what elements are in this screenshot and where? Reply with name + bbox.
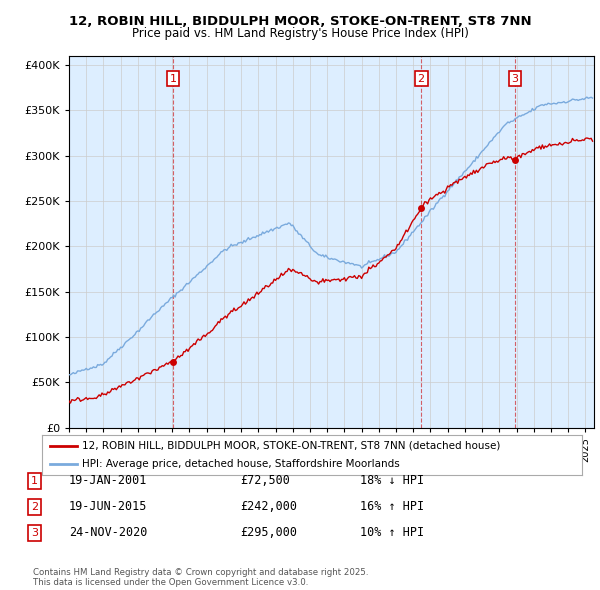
Text: 16% ↑ HPI: 16% ↑ HPI (360, 500, 424, 513)
Text: £72,500: £72,500 (240, 474, 290, 487)
Text: 1: 1 (31, 476, 38, 486)
Text: 2: 2 (418, 74, 425, 84)
Text: 3: 3 (31, 528, 38, 537)
Text: 3: 3 (511, 74, 518, 84)
Text: 12, ROBIN HILL, BIDDULPH MOOR, STOKE-ON-TRENT, ST8 7NN (detached house): 12, ROBIN HILL, BIDDULPH MOOR, STOKE-ON-… (83, 441, 501, 451)
Text: HPI: Average price, detached house, Staffordshire Moorlands: HPI: Average price, detached house, Staf… (83, 459, 400, 469)
Text: £242,000: £242,000 (240, 500, 297, 513)
Text: 19-JAN-2001: 19-JAN-2001 (69, 474, 148, 487)
Text: 24-NOV-2020: 24-NOV-2020 (69, 526, 148, 539)
Text: 18% ↓ HPI: 18% ↓ HPI (360, 474, 424, 487)
Text: This data is licensed under the Open Government Licence v3.0.: This data is licensed under the Open Gov… (33, 578, 308, 587)
Text: 19-JUN-2015: 19-JUN-2015 (69, 500, 148, 513)
Text: 12, ROBIN HILL, BIDDULPH MOOR, STOKE-ON-TRENT, ST8 7NN: 12, ROBIN HILL, BIDDULPH MOOR, STOKE-ON-… (68, 15, 532, 28)
Text: 10% ↑ HPI: 10% ↑ HPI (360, 526, 424, 539)
Text: 2: 2 (31, 502, 38, 512)
Text: Price paid vs. HM Land Registry's House Price Index (HPI): Price paid vs. HM Land Registry's House … (131, 27, 469, 40)
Text: £295,000: £295,000 (240, 526, 297, 539)
Text: Contains HM Land Registry data © Crown copyright and database right 2025.: Contains HM Land Registry data © Crown c… (33, 568, 368, 577)
Text: 1: 1 (170, 74, 176, 84)
